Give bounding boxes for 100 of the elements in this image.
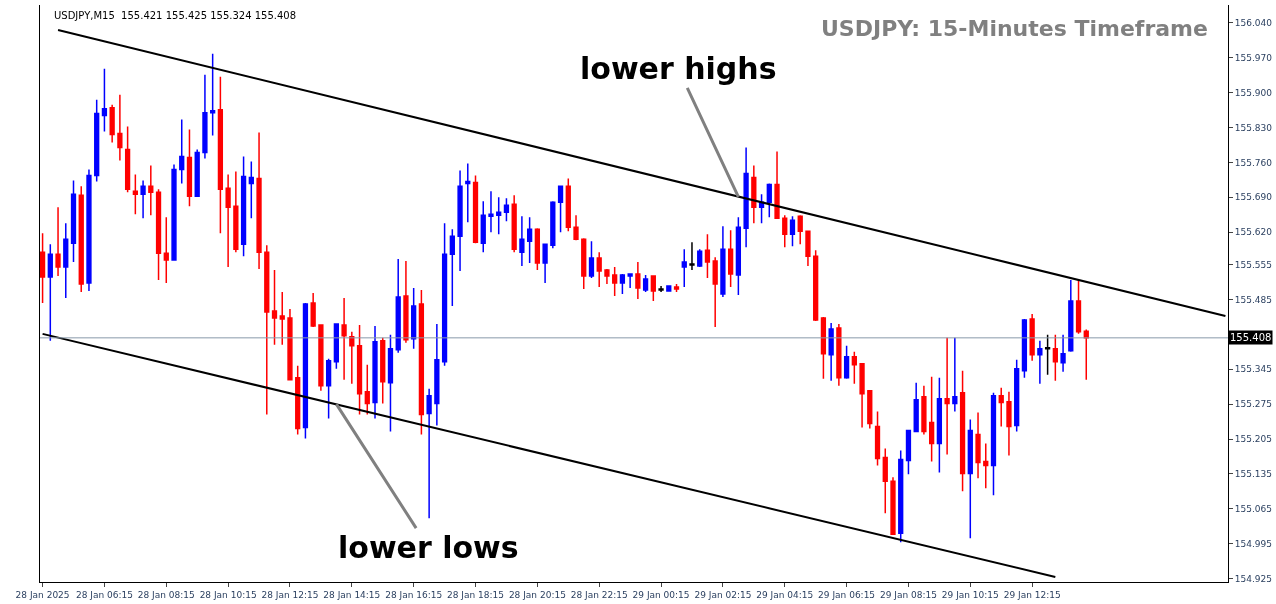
candlestick — [333, 323, 339, 370]
candlestick — [109, 103, 115, 144]
ref-line-label: 155.408 — [1230, 332, 1272, 343]
candlestick — [983, 442, 989, 490]
candlestick — [673, 283, 680, 293]
y-tick-label: 156.040 — [1234, 18, 1273, 29]
candlestick — [619, 273, 626, 295]
x-tick-label: 28 Jan 10:15 — [199, 589, 257, 600]
y-tick-label: 155.485 — [1234, 294, 1273, 305]
y-tick-label: 155.620 — [1234, 227, 1273, 238]
candlestick — [952, 337, 958, 413]
candlestick — [782, 214, 788, 248]
candlestick — [503, 197, 510, 222]
candlestick — [380, 337, 386, 405]
candlestick — [704, 233, 711, 279]
candlestick — [689, 241, 695, 271]
candlestick — [898, 449, 904, 543]
candlestick — [217, 76, 224, 234]
candlestick — [913, 381, 919, 433]
candlestick — [132, 173, 138, 216]
candlestick — [874, 410, 881, 467]
candlestick — [828, 322, 834, 382]
candlestick — [642, 274, 649, 293]
x-tick-label: 28 Jan 06:15 — [75, 589, 133, 600]
candlestick — [441, 222, 448, 367]
candlestick — [194, 148, 200, 198]
candlestick — [171, 163, 177, 261]
x-tick-label: 28 Jan 08:15 — [137, 589, 195, 600]
candlestick — [813, 249, 819, 322]
candlestick — [1014, 359, 1020, 433]
candlestick — [418, 289, 425, 436]
annotation: lower highs — [580, 51, 777, 86]
candlestick — [457, 169, 463, 272]
candlestick — [743, 146, 749, 248]
y-tick-label: 154.925 — [1234, 573, 1273, 584]
candlestick — [271, 269, 278, 346]
candlestick — [318, 324, 324, 392]
candlestick — [581, 237, 587, 290]
x-tick-label: 29 Jan 00:15 — [632, 589, 690, 600]
candlestick — [1037, 340, 1043, 385]
candlestick — [372, 325, 378, 420]
y-tick-label: 155.135 — [1234, 469, 1273, 480]
candlestick — [751, 164, 757, 224]
candlestick — [851, 351, 857, 385]
candlestick — [550, 200, 556, 249]
candlestick — [727, 229, 734, 288]
candlestick — [1052, 334, 1058, 382]
candlestick — [186, 128, 193, 208]
candlestick — [650, 275, 656, 302]
candlestick — [179, 118, 185, 185]
candlestick — [596, 251, 602, 288]
candlestick — [519, 215, 525, 267]
text: USDJPY: 15-Minutes Timeframe — [821, 16, 1208, 41]
candlestick — [905, 429, 912, 476]
candlestick — [264, 244, 270, 416]
candlestick — [1021, 318, 1028, 379]
candlestick — [240, 155, 247, 257]
candlestick — [867, 389, 873, 430]
candlestick — [859, 363, 865, 429]
candlestick — [411, 287, 417, 350]
candlestick — [588, 240, 595, 279]
x-tick-label: 28 Jan 12:15 — [261, 589, 319, 600]
candlestick — [434, 323, 440, 427]
x-tick-label: 28 Jan 22:15 — [570, 589, 628, 600]
candlestick — [534, 227, 541, 271]
candlestick — [1083, 328, 1089, 381]
y-tick-label: 154.995 — [1234, 538, 1273, 549]
candlestick — [465, 162, 471, 223]
x-tick-label: 29 Jan 08:15 — [879, 589, 937, 600]
candlestick — [225, 173, 231, 268]
candlestick — [248, 160, 254, 220]
y-tick-label: 155.760 — [1234, 157, 1273, 168]
candlestick — [148, 164, 154, 217]
y-tick-label: 155.970 — [1234, 52, 1273, 63]
candlestick — [86, 168, 92, 292]
y-tick-label: 155.065 — [1234, 503, 1273, 514]
candlestick — [449, 228, 455, 307]
candlestick — [302, 302, 309, 440]
candlestick — [766, 182, 772, 219]
x-tick-label: 29 Jan 12:15 — [1003, 589, 1061, 600]
candlestick — [820, 316, 827, 380]
candlestick — [921, 384, 927, 436]
candlestick — [256, 131, 262, 270]
candlestick — [712, 256, 718, 328]
candlestick — [697, 248, 703, 268]
candlestick — [511, 194, 517, 253]
candlestick — [573, 214, 579, 241]
candlestick — [975, 411, 981, 480]
candlestick — [944, 337, 950, 456]
candlestick — [774, 150, 780, 220]
candlestick — [1068, 279, 1074, 353]
candlestick — [936, 376, 943, 474]
candlestick — [557, 185, 564, 233]
candlestick — [101, 68, 108, 133]
candlestick — [882, 447, 888, 514]
candlestick — [40, 232, 46, 304]
candlestick — [720, 225, 726, 298]
candlestick — [403, 260, 409, 344]
candlestick — [63, 222, 69, 299]
candlestick — [210, 53, 216, 137]
